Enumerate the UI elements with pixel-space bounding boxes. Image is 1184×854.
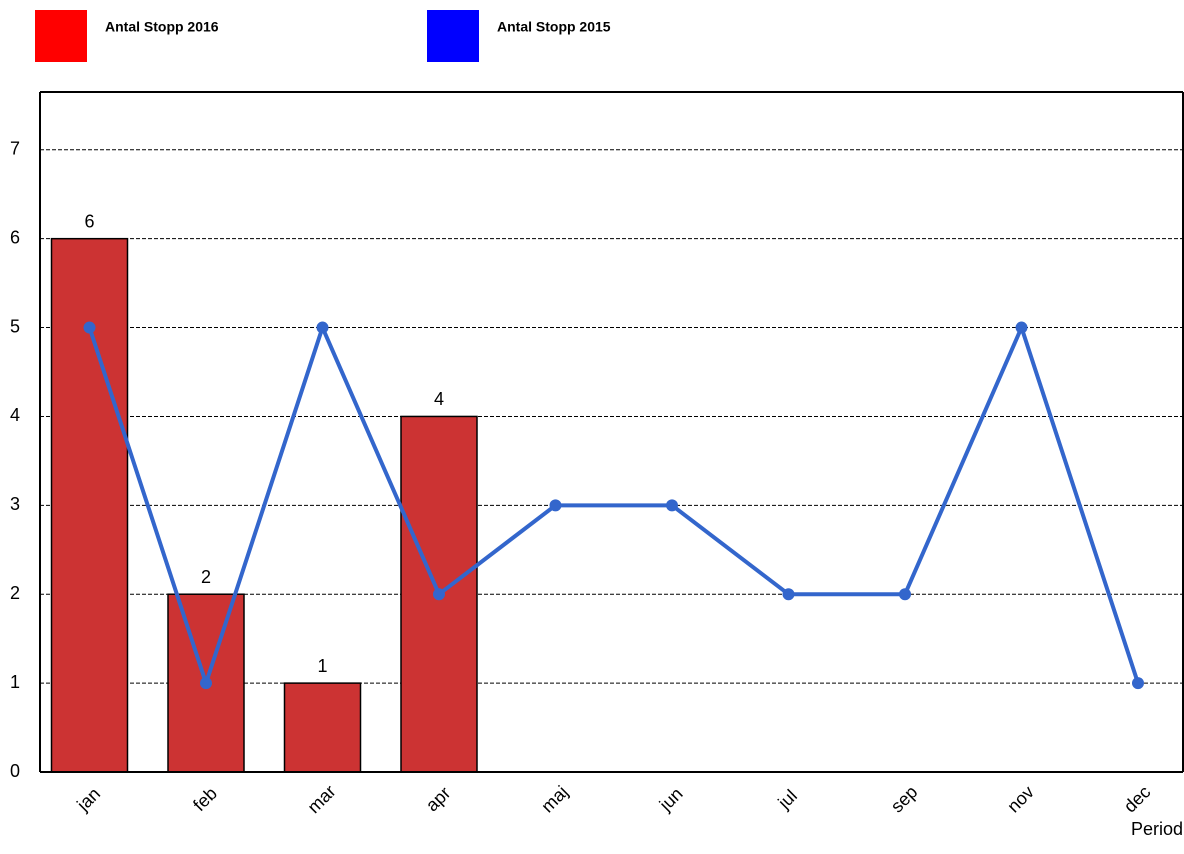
data-label: 6 bbox=[84, 211, 94, 231]
bar bbox=[50, 237, 129, 773]
x-tick-label: sep bbox=[887, 782, 922, 817]
legend-swatch bbox=[35, 10, 87, 62]
y-tick-label: 5 bbox=[10, 316, 20, 336]
x-tick-label: mar bbox=[304, 781, 340, 817]
line-point bbox=[899, 588, 911, 601]
line-point bbox=[666, 499, 678, 512]
y-tick-label: 3 bbox=[10, 494, 20, 514]
line-point bbox=[782, 588, 795, 601]
line-point bbox=[200, 677, 212, 690]
legend-label: Antal Stopp 2015 bbox=[497, 19, 611, 35]
legend-label: Antal Stopp 2016 bbox=[105, 19, 219, 35]
x-tick-label: feb bbox=[189, 783, 221, 815]
x-tick-label: jan bbox=[72, 784, 104, 816]
x-tick-label: dec bbox=[1120, 782, 1155, 817]
y-tick-label: 7 bbox=[10, 139, 20, 159]
data-label: 1 bbox=[317, 656, 327, 676]
y-tick-label: 4 bbox=[10, 405, 20, 425]
line-point bbox=[549, 499, 562, 512]
data-label: 4 bbox=[434, 389, 444, 409]
x-tick-label: nov bbox=[1003, 782, 1038, 817]
line-point bbox=[1132, 677, 1144, 690]
x-tick-label: maj bbox=[537, 782, 572, 817]
line-point bbox=[316, 321, 329, 334]
y-tick-label: 6 bbox=[10, 227, 20, 247]
line bbox=[87, 325, 1140, 686]
y-tick-label: 0 bbox=[10, 761, 20, 781]
line-point bbox=[433, 588, 445, 601]
x-tick-label: jul bbox=[773, 786, 801, 814]
line-point bbox=[1015, 321, 1028, 334]
line-point bbox=[83, 321, 96, 334]
y-tick-label: 1 bbox=[10, 672, 20, 692]
x-tick-label: jun bbox=[655, 784, 687, 816]
data-label: 2 bbox=[201, 567, 211, 587]
x-axis-label: Period bbox=[1131, 819, 1183, 839]
legend-swatch bbox=[427, 10, 479, 62]
bar bbox=[283, 682, 362, 773]
y-tick-label: 2 bbox=[10, 583, 20, 603]
x-tick-label: apr bbox=[422, 783, 455, 816]
